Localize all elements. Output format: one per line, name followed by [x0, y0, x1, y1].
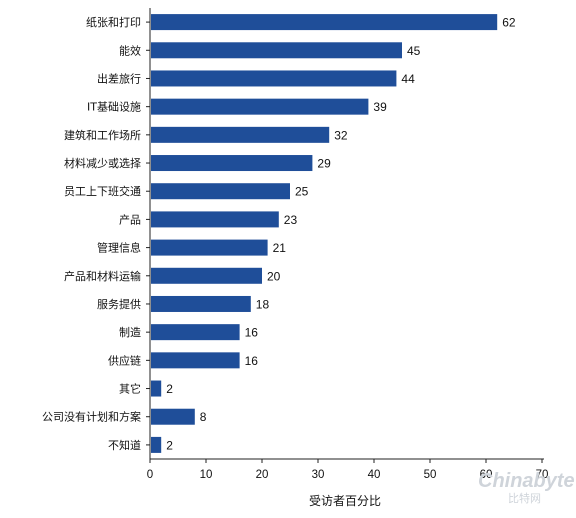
x-tick-label: 0	[147, 469, 153, 481]
category-label: 公司没有计划和方案	[42, 410, 141, 424]
data-label: 62	[502, 16, 516, 30]
plot-area: 0 10 20 30 40 50 60 70 纸张和打印 62 能效 45 出差旅行 44 IT基础设施 39…	[42, 8, 548, 481]
data-label: 8	[200, 410, 207, 424]
category-label: 纸张和打印	[86, 15, 141, 29]
category-label: 管理信息	[97, 241, 141, 255]
data-label: 45	[407, 44, 421, 58]
category-label: 服务提供	[97, 297, 141, 311]
x-tick-label: 50	[424, 469, 437, 481]
category-label: 产品	[119, 212, 141, 226]
x-tick-label: 70	[536, 469, 549, 481]
bar	[151, 408, 195, 425]
category-label: 出差旅行	[97, 71, 141, 85]
bar	[151, 211, 279, 228]
x-axis-title: 受访者百分比	[309, 494, 381, 508]
bar	[151, 352, 240, 369]
category-label: 材料减少或选择	[64, 156, 141, 170]
data-label: 39	[373, 100, 387, 114]
category-label: 产品和材料运输	[64, 269, 141, 283]
category-label: 供应链	[108, 353, 141, 367]
bar	[151, 436, 162, 453]
bar	[151, 183, 290, 200]
watermark-subtitle: 比特网	[508, 491, 541, 505]
bar	[151, 98, 369, 115]
data-label: 18	[256, 297, 270, 311]
x-tick-label: 30	[312, 469, 325, 481]
category-label: 能效	[119, 43, 141, 57]
data-label: 20	[267, 269, 281, 283]
data-label: 2	[166, 438, 173, 452]
data-label: 16	[245, 354, 259, 368]
x-tick-label: 60	[480, 469, 493, 481]
category-label: 员工上下班交通	[64, 184, 141, 198]
data-label: 16	[245, 326, 259, 340]
category-label: 制造	[119, 325, 141, 339]
data-label: 29	[317, 157, 331, 171]
bar	[151, 42, 402, 59]
category-label: 不知道	[108, 438, 141, 452]
x-tick-label: 20	[256, 469, 269, 481]
data-label: 32	[334, 128, 348, 142]
data-label: 23	[284, 213, 298, 227]
data-label: 21	[273, 241, 287, 255]
bar	[151, 324, 240, 341]
data-label: 44	[401, 72, 415, 86]
category-label: 其它	[119, 382, 141, 396]
bar	[151, 70, 397, 87]
bar	[151, 380, 162, 397]
x-tick-label: 10	[200, 469, 213, 481]
bar	[151, 239, 268, 256]
x-tick-label: 40	[368, 469, 381, 481]
bar	[151, 14, 498, 31]
data-label: 2	[166, 382, 173, 396]
bar	[151, 126, 330, 143]
category-label: 建筑和工作场所	[64, 128, 141, 142]
bar	[151, 267, 262, 284]
bar	[151, 295, 251, 312]
category-label: IT基础设施	[87, 101, 141, 114]
bar	[151, 155, 313, 172]
data-label: 25	[295, 185, 309, 199]
watermark-logo: Chinabyte	[478, 470, 575, 492]
